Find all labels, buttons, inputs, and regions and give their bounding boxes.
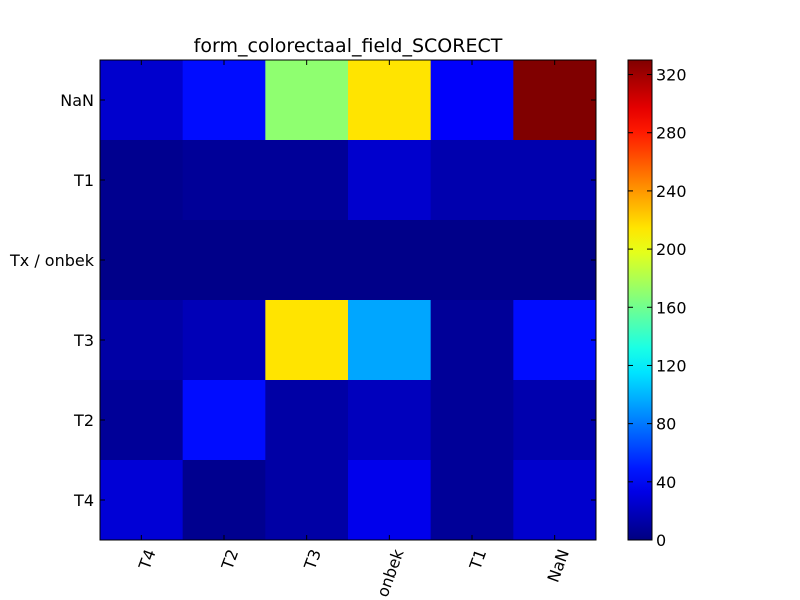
y-tick-label: NaN: [60, 91, 94, 110]
heatmap-cell: [100, 140, 184, 221]
y-tick-label: T3: [73, 331, 94, 350]
heatmap-cell: [100, 60, 184, 141]
heatmap-cell: [182, 300, 266, 381]
heatmap-cell: [100, 460, 184, 541]
x-tick-label: NaN: [544, 547, 573, 585]
colorbar-tick-label: 0: [656, 531, 666, 550]
heatmap-cell: [348, 140, 432, 221]
colorbar-tick-label: 320: [656, 66, 687, 85]
heatmap-cell: [513, 300, 597, 381]
heatmap-cell: [182, 60, 266, 141]
y-tick-label: T1: [73, 171, 94, 190]
colorbar: [627, 59, 653, 541]
heatmap-cell: [100, 300, 184, 381]
heatmap-cell: [182, 380, 266, 461]
heatmap-cell: [430, 60, 514, 141]
heatmap-cell: [182, 140, 266, 221]
x-tick-label: T1: [465, 547, 490, 573]
x-tick-label: T2: [217, 547, 242, 573]
colorbar-tick-label: 40: [656, 473, 676, 492]
heatmap-cell: [348, 300, 432, 381]
heatmap-cell: [265, 380, 349, 461]
colorbar-tick-label: 80: [656, 415, 676, 434]
chart-title: form_colorectaal_field_SCORECT: [194, 35, 503, 57]
y-tick-label: Tx / onbek: [9, 251, 95, 270]
heatmap-cell: [265, 300, 349, 381]
heatmap-cell: [348, 220, 432, 301]
heatmap-cell: [513, 140, 597, 221]
heatmap-cell: [100, 380, 184, 461]
heatmap-cell: [348, 460, 432, 541]
heatmap-cell: [182, 220, 266, 301]
plot-frame: [99, 59, 597, 541]
heatmap-cell: [348, 60, 432, 141]
heatmap-cell: [513, 60, 597, 141]
heatmap-cell: [430, 300, 514, 381]
heatmap-cell: [430, 380, 514, 461]
y-tick-label: T2: [73, 411, 94, 430]
heatmap-cell: [513, 380, 597, 461]
heatmap-cell: [100, 220, 184, 301]
x-tick-label: T3: [300, 547, 325, 573]
heatmap-cell: [513, 220, 597, 301]
heatmap-cell: [348, 380, 432, 461]
y-tick-label: T4: [73, 491, 94, 510]
colorbar-tick-label: 240: [656, 182, 687, 201]
heatmap-cell: [265, 140, 349, 221]
heatmap-cell: [265, 60, 349, 141]
x-tick-label: T4: [135, 547, 160, 573]
heatmap-cell: [430, 140, 514, 221]
heatmap-cell: [265, 220, 349, 301]
heatmap-cells: [100, 60, 597, 541]
colorbar-tick-label: 280: [656, 124, 687, 143]
colorbar-tick-label: 200: [656, 240, 687, 259]
x-tick-label: onbek: [373, 546, 408, 599]
heatmap-cell: [182, 460, 266, 541]
heatmap-cell: [265, 460, 349, 541]
heatmap-cell: [513, 460, 597, 541]
colorbar-tick-label: 120: [656, 356, 687, 375]
heatmap-cell: [430, 220, 514, 301]
colorbar-axis: 0 40 80 120 160 200 240 280 320: [628, 66, 687, 550]
heatmap-cell: [430, 460, 514, 541]
colorbar-tick-label: 160: [656, 298, 687, 317]
y-axis: NaN T1 Tx / onbek T3 T2 T4: [9, 91, 596, 510]
